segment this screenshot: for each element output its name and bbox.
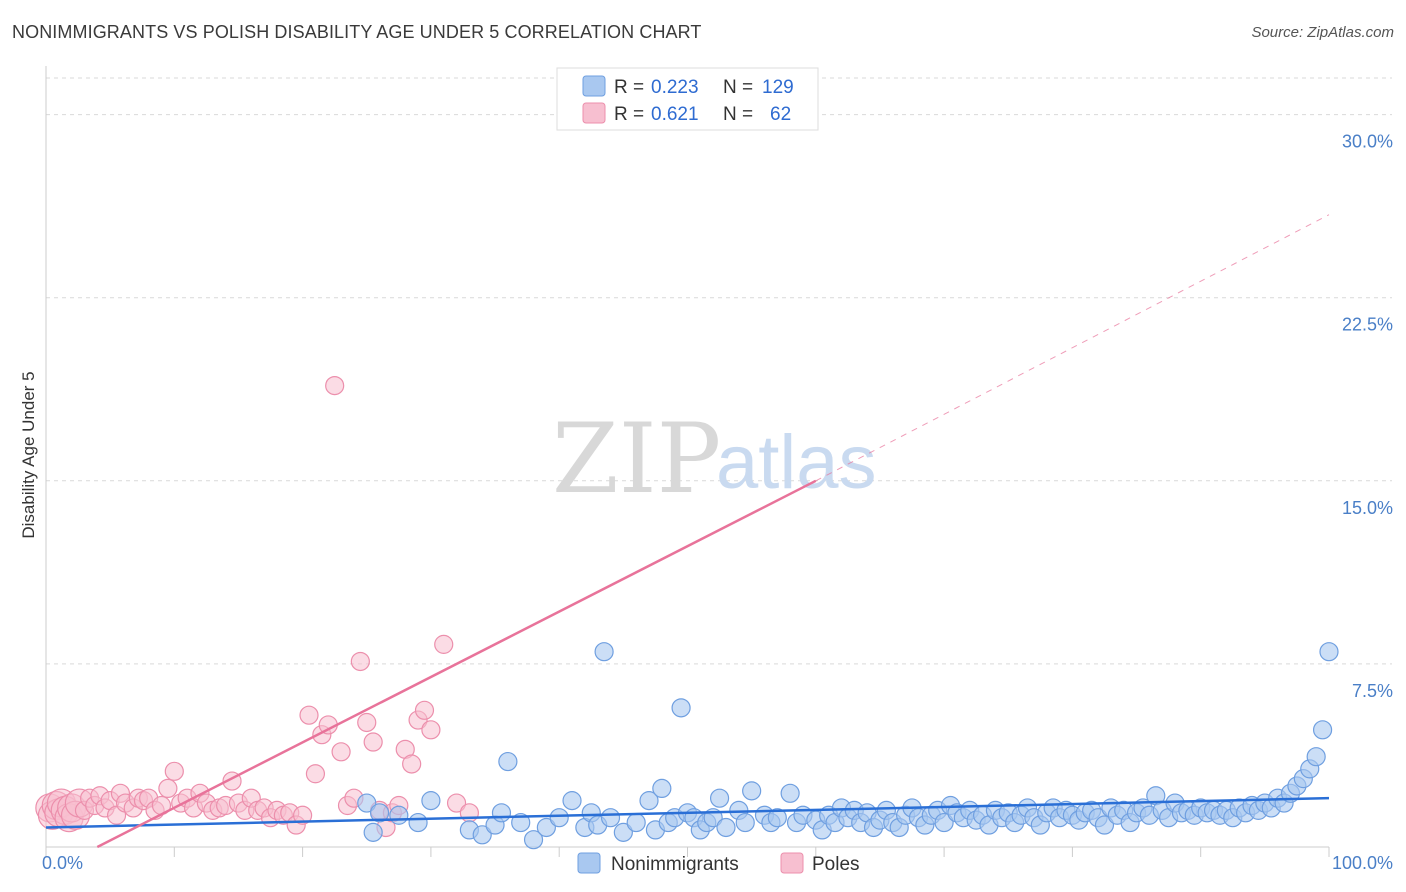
nonimmigrants-point [594,642,614,662]
legend-label-nonimmigrants: Nonimmigrants [611,854,739,875]
nonimmigrants-point [1312,720,1333,740]
nonimmigrants-point [613,822,633,842]
nonimmigrants-point [767,808,787,828]
nonimmigrants-point [735,812,755,833]
nonimmigrants-trend-line [45,796,1330,829]
series-legend: Nonimmigrants Poles [577,852,860,875]
nonimmigrants-point [523,830,544,850]
nonimmigrants-point [421,791,441,811]
grid-layer [46,77,1392,665]
nonimmigrants-point [491,803,512,823]
poles-point [402,754,422,774]
stats-n-value-2: 62 [770,104,791,125]
nonimmigrants-point [363,822,383,842]
y-axis-title: Disability Age Under 5 [19,371,38,538]
chart-title: NONIMMIGRANTS VS POLISH DISABILITY AGE U… [12,22,702,42]
poles-point [350,651,370,672]
poles-point [331,742,351,762]
stats-r-label-1: R = [614,77,644,98]
nonimmigrants-point [472,825,492,845]
poles-point [305,764,326,784]
nonimmigrants-point [600,808,621,828]
y-tick-label: 7.5% [1352,681,1393,701]
nonimmigrants-point [742,781,762,801]
poles-point [357,712,377,733]
axes-layer [45,66,1330,857]
nonimmigrants-point [652,778,672,799]
poles-point [363,732,383,752]
trend-lines [45,214,1330,849]
watermark: ZIP atlas [552,403,877,515]
legend-swatch-nonimmigrants [577,852,601,874]
x-tick-label: 0.0% [42,853,83,873]
stats-n-label-1: N = [723,77,753,98]
nonimmigrants-point [369,803,390,823]
nonimmigrants-point [934,812,954,833]
stats-r-value-1: 0.223 [651,77,699,98]
stats-r-value-2: 0.621 [651,104,699,125]
nonimmigrants-point [780,783,800,803]
stats-legend-swatch-nonimmigrants [582,75,606,97]
x-tick-label: 100.0% [1332,853,1393,873]
stats-n-value-1: 129 [762,77,794,98]
nonimmigrants-point [709,788,730,808]
y-tick-label: 15.0% [1342,498,1393,518]
poles-trend-line [96,479,817,849]
poles-trend-extrapolation [815,214,1330,482]
stats-legend-swatch-poles [582,102,606,124]
nonimmigrants-point [1306,747,1326,767]
poles-points [35,376,479,838]
watermark-zip: ZIP [552,403,721,515]
nonimmigrants-point [716,817,736,838]
poles-point [434,634,454,654]
stats-legend: R = 0.223 N = 129 R = 0.621 N = 62 [556,67,819,131]
nonimmigrants-point [511,812,531,833]
nonimmigrants-point [357,793,377,813]
nonimmigrants-point [498,751,518,772]
poles-point [293,805,313,825]
poles-point [158,778,178,799]
poles-point [446,793,467,813]
poles-point [414,700,435,720]
poles-point [325,376,345,396]
nonimmigrants-point [671,698,691,718]
tick-labels: 7.5% 15.0% 22.5% 30.0% 0.0% 100.0% [42,132,1393,873]
chart-source: Source: ZipAtlas.com [1251,24,1394,41]
stats-r-label-2: R = [614,104,644,125]
legend-swatch-poles [780,852,804,874]
nonimmigrants-point [1319,642,1339,662]
poles-point [421,720,441,740]
stats-n-label-2: N = [723,104,753,125]
nonimmigrants-point [1094,815,1115,835]
nonimmigrants-point [549,808,569,828]
poles-point [164,761,184,781]
y-tick-label: 30.0% [1342,132,1393,152]
watermark-atlas: atlas [716,420,877,505]
nonimmigrants-point [626,812,646,833]
y-tick-label: 22.5% [1342,315,1393,335]
legend-label-poles: Poles [812,854,860,875]
nonimmigrants-point [639,791,659,811]
nonimmigrants-point [389,805,409,825]
nonimmigrants-point [536,817,556,838]
nonimmigrants-point [562,791,582,811]
poles-point [299,705,319,725]
nonimmigrants-point [408,812,428,833]
